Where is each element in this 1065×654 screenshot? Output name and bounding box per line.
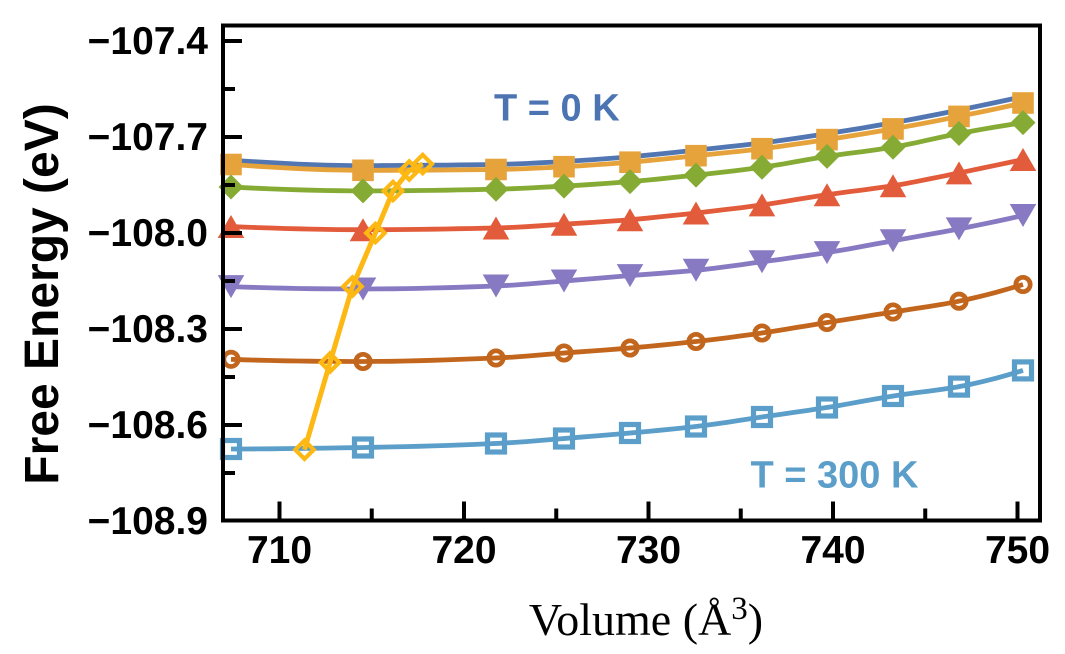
svg-text:−107.4: −107.4 [88,20,209,63]
svg-text:−108.3: −108.3 [88,308,208,351]
svg-text:730: 730 [616,529,681,572]
svg-text:740: 740 [800,529,865,572]
svg-text:−107.7: −107.7 [88,116,208,159]
svg-text:−108.9: −108.9 [88,500,208,543]
svg-text:T = 0 K: T = 0 K [494,88,620,130]
svg-text:T = 300 K: T = 300 K [751,455,919,497]
svg-text:−108.6: −108.6 [88,404,208,447]
svg-text:750: 750 [985,529,1050,572]
svg-text:720: 720 [431,529,496,572]
svg-text:710: 710 [247,529,312,572]
svg-text:Volume (Å3): Volume (Å3) [529,591,763,645]
svg-text:−108.0: −108.0 [88,212,208,255]
svg-text:Free Energy (eV): Free Energy (eV) [16,103,69,484]
